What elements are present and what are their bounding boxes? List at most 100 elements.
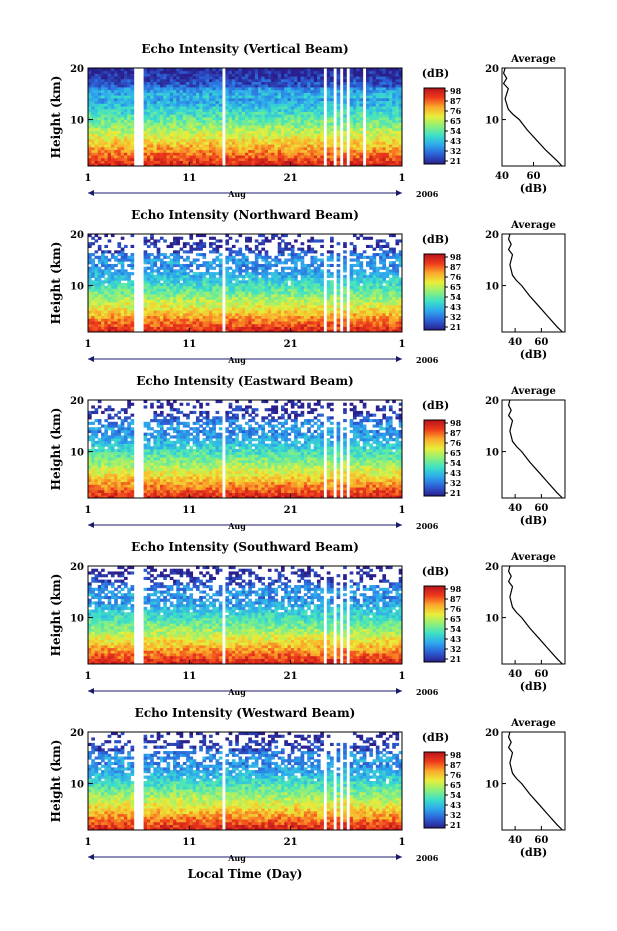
profile-frame: [501, 731, 566, 831]
x-tick-label: 1: [85, 339, 92, 350]
profile-frame: [501, 399, 566, 499]
profile-x-label: (dB): [520, 846, 547, 859]
x-tick-label: 11: [182, 671, 196, 682]
month-label: Aug: [227, 189, 246, 199]
colorbar-tick-label: 65: [450, 780, 461, 790]
y-tick-label: 10: [70, 614, 84, 625]
year-label: 2006: [416, 189, 439, 199]
colorbar-tick-label: 32: [450, 478, 461, 488]
colorbar-unit: (dB): [422, 399, 449, 412]
colorbar-tick-label: 98: [450, 252, 462, 262]
profile-frame: [501, 67, 566, 167]
month-range-arrow: [88, 688, 94, 694]
colorbar-tick-label: 87: [450, 96, 461, 106]
month-range-arrow: [396, 190, 402, 196]
y-tick-label: 10: [70, 116, 84, 127]
colorbar-tick-label: 54: [450, 790, 462, 800]
y-tick-label: 20: [70, 396, 84, 407]
profile-x-tick-label: 60: [534, 835, 548, 846]
colorbar-tick-label: 54: [450, 624, 462, 634]
colorbar-tick-label: 76: [450, 438, 462, 448]
x-tick-label: 1: [399, 671, 406, 682]
profile-y-tick-label: 10: [485, 282, 499, 293]
colorbar-tick-label: 98: [450, 584, 462, 594]
colorbar-tick-label: 21: [450, 488, 461, 498]
x-tick-label: 1: [399, 339, 406, 350]
profile-x-tick-label: 40: [508, 835, 522, 846]
month-range-arrow: [88, 356, 94, 362]
profile-y-tick-label: 10: [485, 448, 499, 459]
x-tick-label: 11: [182, 837, 196, 848]
chart-title: Echo Intensity (Westward Beam): [135, 706, 356, 720]
colorbar-tick-label: 98: [450, 418, 462, 428]
x-tick-label: 1: [399, 837, 406, 848]
chart-title: Echo Intensity (Vertical Beam): [141, 42, 348, 56]
heatmap-cells: [88, 68, 403, 167]
chart-title: Echo Intensity (Eastward Beam): [136, 374, 353, 388]
colorbar-tick-label: 21: [450, 820, 461, 830]
colorbar-tick-label: 54: [450, 292, 462, 302]
colorbar-tick-label: 76: [450, 272, 462, 282]
colorbar: [423, 419, 446, 497]
x-tick-label: 21: [284, 173, 298, 184]
colorbar-tick-label: 76: [450, 106, 462, 116]
colorbar-tick-label: 65: [450, 614, 461, 624]
colorbar-tick-label: 76: [450, 770, 462, 780]
profile-x-label: (dB): [520, 348, 547, 361]
month-range-arrow: [396, 854, 402, 860]
colorbar-tick-label: 87: [450, 594, 461, 604]
y-tick-label: 20: [70, 64, 84, 75]
colorbar-unit: (dB): [422, 67, 449, 80]
y-tick-label: 20: [70, 728, 84, 739]
x-tick-label: 11: [182, 339, 196, 350]
x-tick-label: 1: [85, 505, 92, 516]
colorbar-tick-label: 87: [450, 262, 461, 272]
profile-line: [507, 399, 563, 499]
profile-title: Average: [510, 54, 556, 65]
profile-x-tick-label: 40: [508, 337, 522, 348]
colorbar-tick-label: 43: [450, 800, 462, 810]
chart-title: Echo Intensity (Northward Beam): [131, 208, 359, 222]
profile-y-tick-label: 20: [485, 64, 499, 75]
profile-y-tick-label: 20: [485, 562, 499, 573]
colorbar-tick-label: 32: [450, 312, 461, 322]
x-tick-label: 1: [399, 505, 406, 516]
month-range-arrow: [88, 854, 94, 860]
colorbar-tick-label: 76: [450, 604, 462, 614]
month-label: Aug: [227, 687, 246, 697]
colorbar: [423, 585, 446, 663]
profile-x-label: (dB): [520, 514, 547, 527]
month-range-arrow: [88, 190, 94, 196]
month-range-arrow: [396, 688, 402, 694]
colorbar-unit: (dB): [422, 731, 449, 744]
profile-y-tick-label: 10: [485, 116, 499, 127]
profile-frame: [501, 233, 566, 333]
heatmap-cells: [88, 732, 403, 831]
year-label: 2006: [416, 355, 439, 365]
colorbar-tick-label: 32: [450, 810, 461, 820]
x-tick-label: 11: [182, 173, 196, 184]
colorbar: [423, 751, 446, 829]
profile-line: [507, 565, 563, 665]
colorbar-tick-label: 43: [450, 468, 462, 478]
plot-frame: [87, 233, 403, 333]
colorbar: [423, 253, 446, 331]
month-label: Aug: [227, 853, 246, 863]
x-tick-label: 1: [85, 671, 92, 682]
colorbar-tick-label: 87: [450, 760, 461, 770]
y-tick-label: 10: [70, 282, 84, 293]
y-axis-label: Height (km): [49, 76, 63, 159]
panel-3: Echo Intensity (Eastward Beam) 10 20 Height…: [49, 374, 566, 531]
month-label: Aug: [227, 355, 246, 365]
x-tick-label: 21: [284, 339, 298, 350]
x-tick-label: 11: [182, 505, 196, 516]
colorbar-tick-label: 32: [450, 146, 461, 156]
profile-x-tick-label: 60: [534, 337, 548, 348]
y-tick-label: 10: [70, 448, 84, 459]
y-axis-label: Height (km): [49, 408, 63, 491]
profile-y-tick-label: 10: [485, 614, 499, 625]
colorbar-tick-label: 32: [450, 644, 461, 654]
colorbar-unit: (dB): [422, 565, 449, 578]
y-tick-label: 10: [70, 780, 84, 791]
colorbar-tick-label: 43: [450, 634, 462, 644]
